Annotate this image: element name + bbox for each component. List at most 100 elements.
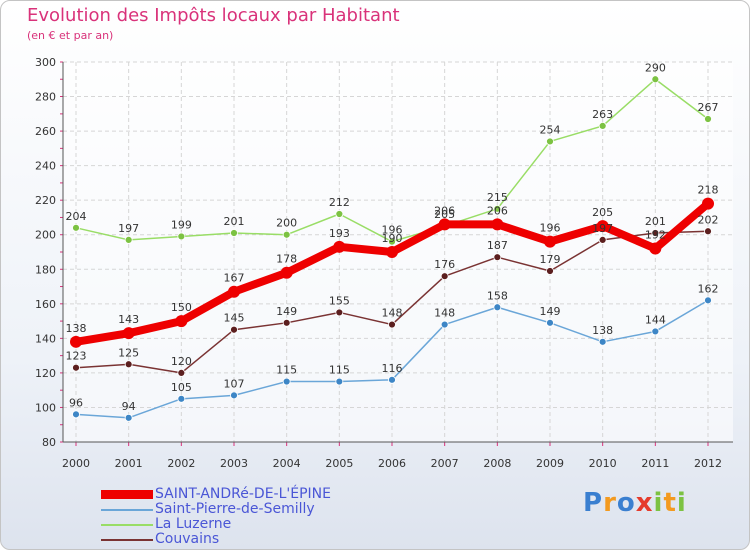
data-point: [598, 236, 607, 244]
logo-letter: P: [583, 488, 604, 518]
data-label: 212: [329, 196, 350, 209]
data-point: [386, 246, 398, 258]
data-label: 158: [487, 289, 508, 302]
legend: SAINT-ANDRé-DE-L'ÉPINE Saint-Pierre-de-Se…: [101, 487, 331, 547]
data-point: [122, 327, 135, 340]
data-point: [228, 285, 240, 298]
x-tick-label: 2009: [536, 457, 564, 470]
data-label: 205: [434, 208, 455, 221]
legend-swatch: [101, 490, 153, 499]
data-label: 116: [382, 362, 403, 375]
data-point: [177, 369, 186, 377]
data-label: 201: [645, 215, 666, 228]
data-label: 115: [276, 364, 297, 377]
data-point: [230, 391, 238, 400]
legend-swatch: [101, 538, 153, 541]
data-point: [651, 229, 660, 237]
x-tick-label: 2006: [378, 457, 406, 470]
data-label: 267: [698, 101, 719, 114]
data-label: 115: [329, 364, 350, 377]
data-label: 145: [224, 312, 245, 325]
data-label: 197: [592, 222, 613, 235]
data-point: [491, 218, 504, 231]
x-tick-label: 2002: [167, 457, 195, 470]
y-tick-label: 300: [35, 56, 56, 69]
data-point: [598, 122, 607, 130]
data-label: 193: [329, 227, 350, 240]
data-point: [651, 75, 660, 84]
data-label: 176: [434, 258, 455, 271]
data-point: [704, 296, 712, 305]
data-label: 120: [171, 355, 192, 368]
data-point: [596, 220, 609, 233]
data-point: [702, 197, 714, 210]
data-label: 125: [118, 346, 139, 359]
y-tick-label: 240: [35, 160, 56, 173]
data-point: [280, 266, 293, 279]
y-tick-label: 100: [35, 401, 56, 414]
data-label: 196: [540, 222, 561, 235]
data-label: 149: [276, 305, 297, 318]
data-point: [124, 413, 133, 422]
data-label: 138: [66, 322, 87, 335]
data-label: 215: [487, 191, 508, 204]
logo-letter: r: [603, 488, 617, 518]
data-label: 105: [171, 381, 192, 394]
y-tick-label: 140: [35, 332, 56, 345]
data-point: [704, 227, 712, 236]
proxiti-logo: Proxiti: [583, 488, 687, 518]
data-label: 190: [382, 232, 403, 245]
x-tick-label: 2005: [325, 457, 353, 470]
data-point: [546, 318, 554, 327]
data-point: [72, 410, 80, 419]
data-label: 123: [66, 350, 87, 363]
data-point: [72, 363, 80, 372]
chart-title: Evolution des Impôts locaux par Habitant: [27, 5, 400, 26]
data-label: 167: [224, 272, 245, 285]
data-label: 94: [122, 400, 136, 413]
data-point: [175, 315, 188, 328]
data-point: [124, 236, 133, 244]
y-tick-label: 200: [35, 229, 56, 242]
x-tick-label: 2004: [273, 457, 301, 470]
legend-label: Couvains: [155, 531, 220, 547]
data-label: 205: [592, 206, 613, 219]
x-tick-label: 2008: [483, 457, 511, 470]
data-label: 107: [224, 377, 245, 390]
data-point: [282, 377, 291, 386]
data-label: 254: [540, 123, 561, 136]
y-tick-label: 180: [35, 263, 56, 276]
y-tick-label: 280: [35, 91, 56, 104]
data-label: 218: [698, 184, 719, 197]
logo-letter: t: [663, 488, 677, 518]
legend-label: Saint-Pierre-de-Semilly: [155, 501, 315, 517]
data-point: [72, 223, 80, 232]
data-label: 96: [69, 396, 83, 409]
data-label: 155: [329, 294, 350, 307]
x-tick-label: 2001: [115, 457, 143, 470]
data-label: 263: [592, 108, 613, 121]
data-point: [493, 204, 502, 213]
x-tick-label: 2007: [431, 457, 459, 470]
data-label: 179: [540, 253, 561, 266]
data-point: [651, 327, 660, 336]
data-label: 200: [276, 217, 297, 230]
data-point: [493, 253, 502, 262]
data-point: [649, 242, 662, 255]
data-label: 206: [434, 204, 455, 217]
data-point: [177, 394, 186, 403]
data-point: [546, 267, 554, 275]
y-tick-label: 220: [35, 194, 56, 207]
data-label: 187: [487, 239, 508, 252]
data-point: [335, 210, 344, 218]
logo-letter: o: [616, 488, 636, 518]
data-label: 143: [118, 313, 139, 326]
data-point: [440, 272, 449, 281]
data-label: 144: [645, 313, 666, 326]
legend-item: Couvains: [101, 532, 331, 547]
data-label: 202: [698, 213, 719, 226]
data-point: [230, 229, 238, 237]
x-tick-label: 2000: [62, 457, 90, 470]
data-point: [124, 360, 133, 369]
